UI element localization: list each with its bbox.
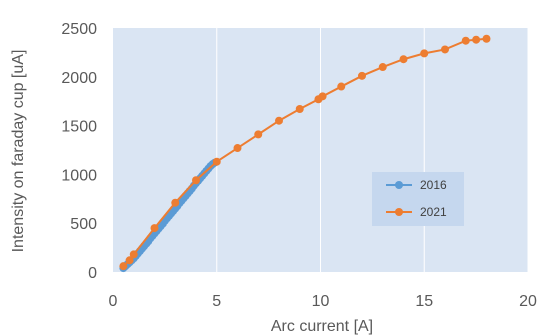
axis-layer: 0 5 10 15 20 0 500 1000 1500 2000 2500 (61, 21, 537, 310)
data-point-2021-18 (441, 45, 449, 54)
x-tick-label-1: 5 (212, 293, 221, 310)
y-axis-label: Intensity on faraday cup [uA] (10, 50, 27, 253)
y-tick-label-2: 1000 (61, 167, 97, 184)
data-point-2021-8 (254, 130, 263, 139)
legend-marker-2016 (395, 181, 403, 189)
y-tick-label-3: 1500 (61, 119, 97, 136)
x-axis-label: Arc current [A] (271, 318, 373, 335)
data-point-2021-1 (125, 256, 134, 265)
y-tick-label-4: 2000 (61, 70, 97, 87)
data-point-2021-5 (192, 176, 200, 185)
x-tick-label-3: 15 (415, 293, 433, 310)
data-point-2021-4 (171, 198, 180, 207)
data-point-2021-13 (337, 82, 346, 91)
legend-marker-2021 (395, 208, 403, 216)
series-line-2021 (122, 37, 487, 267)
x-tick-label-4: 20 (519, 293, 537, 310)
data-point-2021-16 (399, 55, 408, 64)
data-point-2021-2 (129, 250, 138, 259)
series-layer (119, 34, 491, 273)
x-tick-label-2: 10 (312, 293, 330, 310)
legend-box (372, 172, 464, 226)
data-point-2021-0 (119, 262, 128, 271)
data-point-2021-20 (472, 35, 481, 44)
data-point-2021-3 (150, 224, 159, 233)
legend: 2016 2021 (372, 172, 464, 226)
grid-layer (216, 28, 529, 272)
data-point-2021-15 (378, 63, 387, 72)
data-point-2021-17 (420, 49, 429, 58)
x-tick-label-0: 0 (109, 293, 118, 310)
data-point-2021-12 (318, 92, 327, 101)
data-point-2021-14 (358, 71, 366, 80)
legend-label-2021: 2021 (420, 205, 447, 219)
data-point-2021-10 (295, 105, 304, 114)
data-point-2021-7 (233, 144, 242, 153)
data-point-2021-6 (212, 157, 221, 166)
y-tick-label-1: 500 (70, 216, 97, 233)
y-tick-label-5: 2500 (61, 21, 97, 38)
data-point-2021-9 (275, 116, 283, 125)
legend-label-2016: 2016 (420, 178, 447, 192)
data-point-2021-19 (461, 36, 470, 45)
y-tick-label-0: 0 (88, 265, 97, 282)
data-point-2021-21 (482, 34, 491, 43)
